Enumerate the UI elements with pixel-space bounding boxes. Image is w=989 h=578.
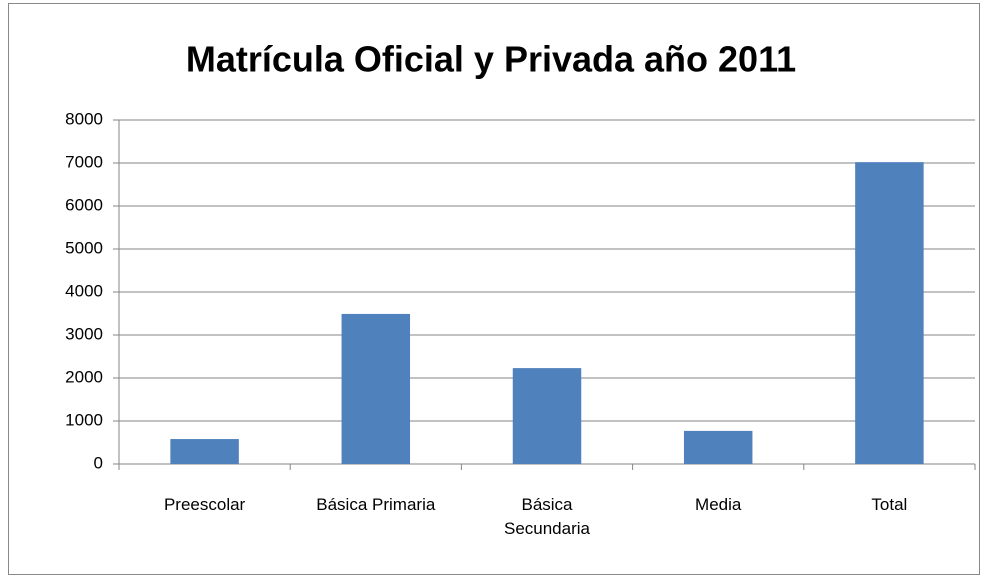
x-tick-label: Total — [871, 495, 908, 514]
bar — [170, 439, 239, 464]
y-tick-label: 1000 — [65, 410, 103, 429]
y-tick-label: 2000 — [65, 367, 103, 386]
bar — [512, 368, 582, 464]
y-tick-label: 7000 — [65, 152, 103, 171]
x-tick-label: Básica Primaria — [316, 495, 436, 514]
x-tick-label: Preescolar — [163, 495, 246, 514]
y-tick-label: 4000 — [65, 281, 103, 300]
y-tick-label: 3000 — [65, 324, 103, 343]
y-tick-label: 8000 — [65, 109, 103, 128]
chart-title: Matrícula Oficial y Privada año 2011 — [186, 39, 796, 80]
y-tick-label: 5000 — [65, 238, 103, 257]
chart-border — [8, 3, 980, 575]
y-tick-label: 6000 — [65, 195, 103, 214]
x-tick-label: Básica Secundaria — [503, 495, 590, 538]
bar — [855, 162, 924, 464]
x-tick-label: Media — [695, 495, 742, 514]
bar — [683, 430, 753, 464]
y-tick-label: 0 — [94, 453, 103, 472]
bar — [341, 313, 411, 464]
